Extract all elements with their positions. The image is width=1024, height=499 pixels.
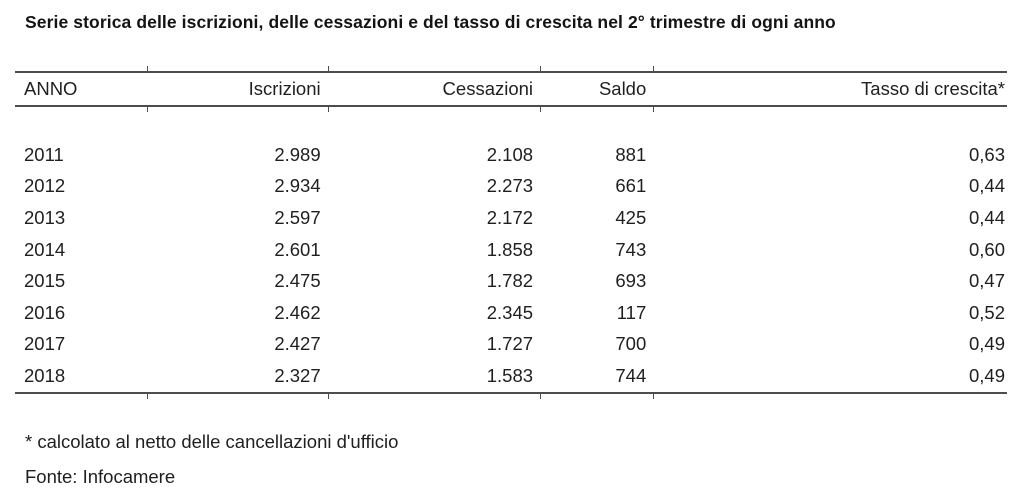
column-header-anno: ANNO xyxy=(24,78,78,99)
cell-tasso: 0,44 xyxy=(968,175,1005,197)
cell-tasso: 0,47 xyxy=(968,270,1005,292)
column-tick xyxy=(653,393,654,399)
cell-iscrizioni: 2.934 xyxy=(274,175,321,197)
footnote-asterisk: * calcolato al netto delle cancellazioni… xyxy=(25,431,399,452)
spacer-row xyxy=(15,106,1007,139)
cell-anno: 2013 xyxy=(24,206,66,228)
cell-anno: 2015 xyxy=(24,270,66,292)
cell-iscrizioni: 2.601 xyxy=(274,238,321,260)
cell-anno: 2016 xyxy=(24,301,66,323)
column-tick xyxy=(653,66,654,71)
cell-saldo: 744 xyxy=(615,364,647,386)
cell-cessazioni: 2.108 xyxy=(486,143,534,165)
cell-iscrizioni: 2.989 xyxy=(274,143,321,165)
page-title: Serie storica delle iscrizioni, delle ce… xyxy=(25,12,836,32)
cell-anno: 2011 xyxy=(24,143,64,165)
cell-tasso: 0,52 xyxy=(968,301,1005,323)
table-row: 2016 2.462 2.345 117 0,52 xyxy=(15,297,1007,329)
column-header-cessazioni: Cessazioni xyxy=(442,78,534,99)
cell-saldo: 693 xyxy=(615,270,647,292)
cell-cessazioni: 1.782 xyxy=(486,270,534,292)
column-header-tasso: Tasso di crescita* xyxy=(861,78,1005,99)
cell-saldo: 425 xyxy=(615,206,647,228)
column-tick xyxy=(653,107,654,112)
cell-anno: 2017 xyxy=(24,333,66,355)
column-tick xyxy=(328,107,329,112)
cell-tasso: 0,44 xyxy=(968,206,1005,228)
column-tick xyxy=(540,66,541,71)
column-tick xyxy=(328,393,329,399)
footnotes: * calcolato al netto delle cancellazioni… xyxy=(25,424,398,494)
column-tick xyxy=(147,107,148,112)
cell-cessazioni: 2.273 xyxy=(486,175,534,197)
table-row: 2018 2.327 1.583 744 0,49 xyxy=(15,360,1007,393)
data-table: ANNO Iscrizioni Cessazioni Saldo Tasso d… xyxy=(15,71,1007,394)
cell-saldo: 661 xyxy=(615,175,647,197)
cell-anno: 2012 xyxy=(24,175,66,197)
cell-iscrizioni: 2.462 xyxy=(274,301,321,323)
cell-anno: 2014 xyxy=(24,238,66,260)
cell-iscrizioni: 2.327 xyxy=(274,364,321,386)
cell-iscrizioni: 2.597 xyxy=(274,206,321,228)
cell-saldo: 881 xyxy=(615,143,647,165)
cell-saldo: 700 xyxy=(615,333,647,355)
column-tick xyxy=(147,66,148,71)
cell-cessazioni: 2.172 xyxy=(486,206,534,228)
table-row: 2011 2.989 2.108 881 0,63 xyxy=(15,139,1007,171)
column-header-iscrizioni: Iscrizioni xyxy=(248,78,321,99)
column-header-saldo: Saldo xyxy=(598,78,647,99)
table-row: 2014 2.601 1.858 743 0,60 xyxy=(15,234,1007,266)
cell-cessazioni: 1.727 xyxy=(486,333,534,355)
table-row: 2013 2.597 2.172 425 0,44 xyxy=(15,202,1007,234)
cell-tasso: 0,49 xyxy=(968,333,1005,355)
cell-tasso: 0,49 xyxy=(968,364,1005,386)
table-header-row: ANNO Iscrizioni Cessazioni Saldo Tasso d… xyxy=(15,72,1007,106)
table-row: 2017 2.427 1.727 700 0,49 xyxy=(15,329,1007,361)
data-table-wrapper: ANNO Iscrizioni Cessazioni Saldo Tasso d… xyxy=(15,66,1007,399)
column-tick xyxy=(540,107,541,112)
column-tick xyxy=(328,66,329,71)
cell-iscrizioni: 2.427 xyxy=(274,333,321,355)
table-row: 2012 2.934 2.273 661 0,44 xyxy=(15,171,1007,203)
column-tick xyxy=(540,393,541,399)
cell-tasso: 0,63 xyxy=(968,143,1005,165)
cell-cessazioni: 2.345 xyxy=(486,301,534,323)
cell-cessazioni: 1.583 xyxy=(486,364,534,386)
cell-iscrizioni: 2.475 xyxy=(274,270,321,292)
cell-cessazioni: 1.858 xyxy=(486,238,534,260)
column-tick xyxy=(147,393,148,399)
cell-saldo: 743 xyxy=(615,238,647,260)
cell-anno: 2018 xyxy=(24,364,66,386)
cell-saldo: 117 xyxy=(616,301,647,323)
cell-tasso: 0,60 xyxy=(968,238,1005,260)
table-row: 2015 2.475 1.782 693 0,47 xyxy=(15,265,1007,297)
footnote-source: Fonte: Infocamere xyxy=(25,466,176,487)
